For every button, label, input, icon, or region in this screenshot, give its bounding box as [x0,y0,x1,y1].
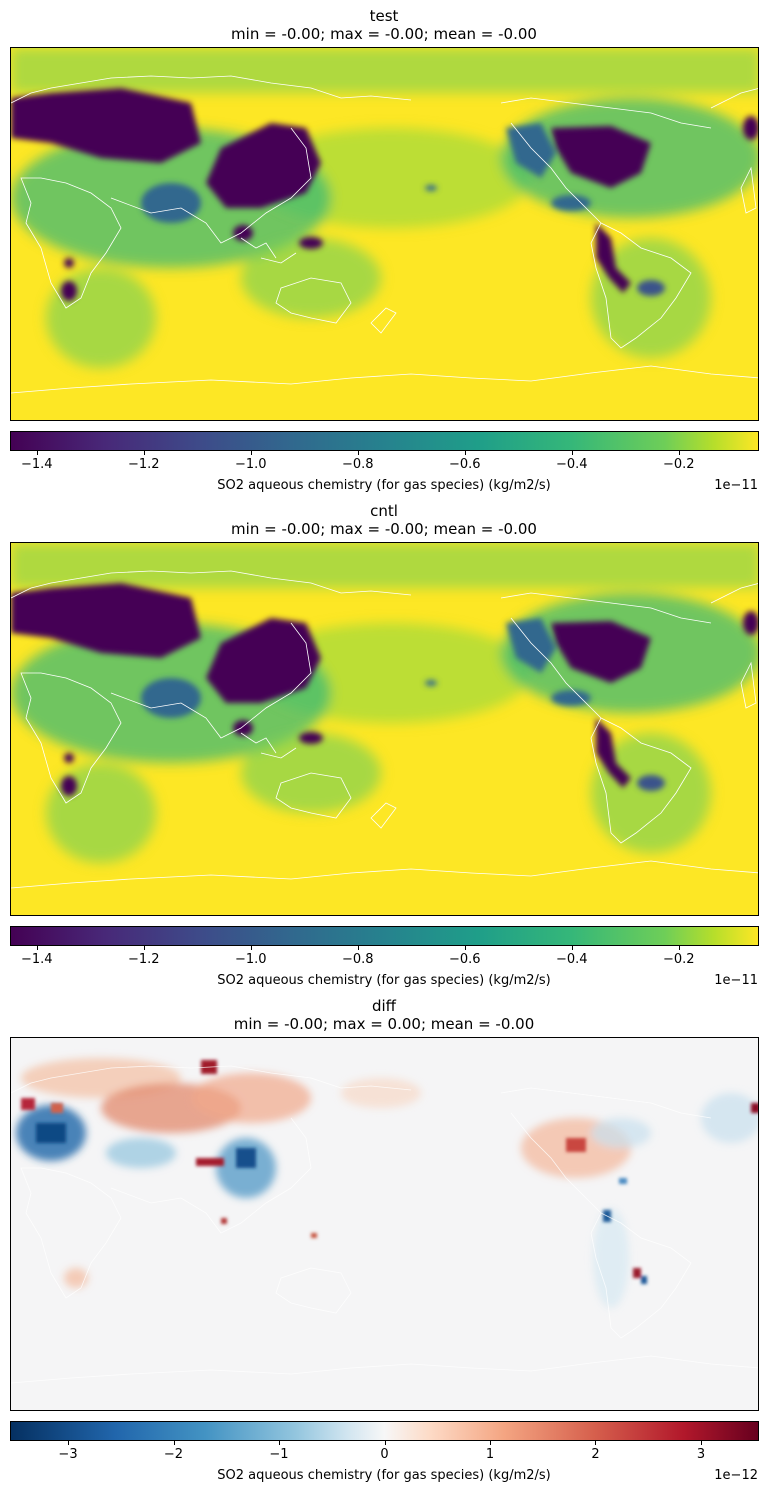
colorbar-tick-mark [384,1441,386,1445]
colorbar-tick-label: −1.4 [20,457,53,472]
colorbar-tick-mark [571,946,573,950]
colorbar-tick-label: −0.2 [662,952,695,967]
colorbar-tick-mark [36,946,38,950]
colorbar-tick-label: −0.8 [341,952,374,967]
colorbar-tick-label: 1 [485,1447,495,1462]
panel-stats: min = -0.00; max = 0.00; mean = -0.00 [233,1015,535,1033]
colorbar-exponent: 1e−12 [714,1468,758,1483]
colorbar-tick-label: 0 [380,1447,389,1462]
colorbar-tick-label: −2 [163,1447,184,1462]
colorbar-tick-mark [279,1441,280,1445]
map-plot-diff [11,1038,758,1410]
map-plot-cntl [11,543,758,915]
colorbar-cntl [10,926,759,946]
map-test [10,47,759,421]
colorbar-test [10,431,759,451]
colorbar-label: SO2 aqueous chemistry (for gas species) … [217,478,551,493]
colorbar-tick-label: −0.6 [448,457,481,472]
panel-title: diff [371,997,397,1015]
colorbar-tick-mark [678,946,680,950]
colorbar-tick-mark [595,1441,597,1445]
colorbar-diff [10,1421,759,1441]
colorbar-tick-label: −1 [269,1447,289,1462]
colorbar-tick-label: −0.8 [341,457,374,472]
map-diff [10,1037,759,1411]
panel-title: test [369,7,399,25]
colorbar-tick-mark [571,451,573,455]
colorbar-label: SO2 aqueous chemistry (for gas species) … [217,973,551,988]
colorbar-tick-label: −3 [58,1447,78,1462]
colorbar-tick-mark [36,451,38,455]
colorbar-tick-label: 3 [696,1447,706,1462]
panel-title: cntl [370,502,398,520]
map-cntl [10,542,759,916]
colorbar-tick-mark [678,451,680,455]
colorbar-tick-mark [250,946,252,950]
panel-test: test min = -0.00; max = -0.00; mean = -0… [0,0,768,495]
colorbar-tick-label: −0.4 [555,952,588,967]
colorbar-tick-mark [143,451,145,455]
colorbar-tick-mark [68,1441,70,1445]
colorbar-tick-label: −1.0 [234,457,267,472]
colorbar-tick-label: −1.2 [127,457,160,472]
colorbar-tick-mark [700,1441,702,1445]
colorbar-tick-mark [464,451,466,455]
panel-stats: min = -0.00; max = -0.00; mean = -0.00 [231,520,537,538]
colorbar-tick-label: −1.0 [234,952,267,967]
colorbar-tick-mark [357,451,359,455]
colorbar-tick-label: 2 [591,1447,600,1462]
map-plot-test [11,48,758,420]
colorbar-tick-mark [143,946,145,950]
colorbar-tick-mark [464,946,466,950]
coastlines [11,75,758,394]
colorbar-tick-mark [173,1441,175,1445]
coastlines [11,1065,758,1384]
panel-cntl: cntl min = -0.00; max = -0.00; mean = -0… [0,495,768,990]
colorbar-tick-label: −0.2 [662,457,695,472]
colorbar-exponent: 1e−11 [714,973,758,988]
colorbar-tick-label: −1.4 [20,952,53,967]
coastlines [11,570,758,889]
panel-diff: diff min = -0.00; max = 0.00; mean = -0.… [0,990,768,1494]
colorbar-tick-mark [250,451,252,455]
colorbar-label: SO2 aqueous chemistry (for gas species) … [217,1468,551,1483]
colorbar-tick-mark [357,946,359,950]
colorbar-tick-mark [489,1441,491,1445]
colorbar-tick-label: −0.4 [555,457,588,472]
colorbar-exponent: 1e−11 [714,478,758,493]
colorbar-tick-label: −1.2 [127,952,160,967]
colorbar-tick-label: −0.6 [448,952,481,967]
panel-stats: min = -0.00; max = -0.00; mean = -0.00 [231,25,537,43]
